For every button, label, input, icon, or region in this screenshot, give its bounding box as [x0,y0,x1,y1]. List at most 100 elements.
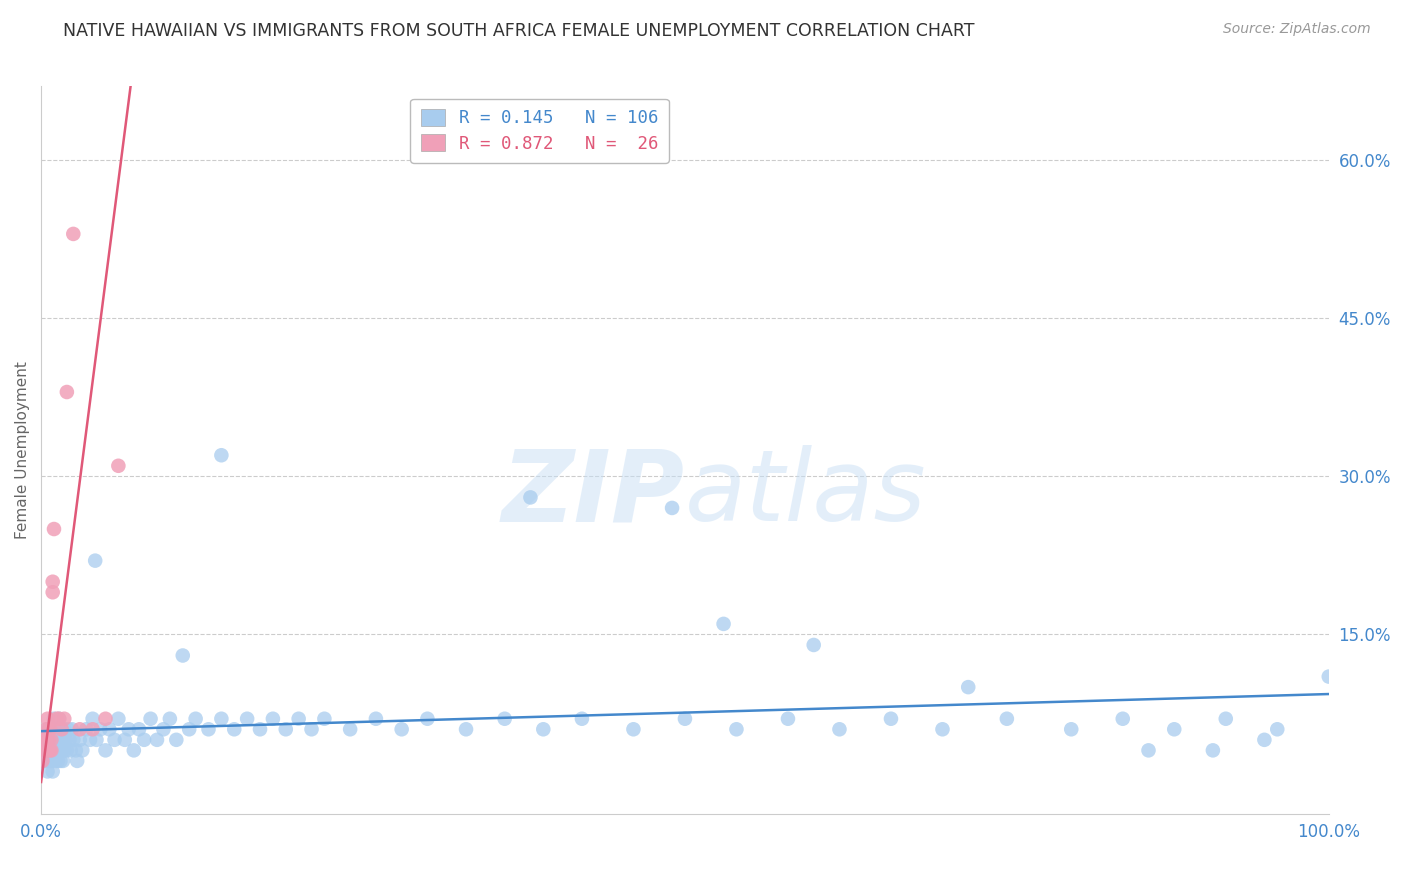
Point [339,723,361,737]
Point [224,723,246,737]
Point [32,743,55,757]
Point [1265,723,1288,737]
Point [262,712,284,726]
Point [209,712,232,726]
Point [79,732,101,747]
Point [1253,732,1275,747]
Point [60,723,83,737]
Point [661,500,683,515]
Point [52,754,75,768]
Point [41,754,63,768]
Text: atlas: atlas [685,445,927,542]
Point [165,732,187,747]
Point [35,732,58,747]
Text: NATIVE HAWAIIAN VS IMMIGRANTS FROM SOUTH AFRICA FEMALE UNEMPLOYMENT CORRELATION : NATIVE HAWAIIAN VS IMMIGRANTS FROM SOUTH… [63,22,974,40]
Point [37,743,59,757]
Point [41,585,63,599]
Point [53,743,76,757]
Point [41,732,63,747]
Point [1215,712,1237,726]
Point [1202,743,1225,757]
Point [880,712,903,726]
Point [62,227,84,241]
Point [39,723,62,737]
Point [134,732,156,747]
Point [38,732,60,747]
Point [48,712,70,726]
Point [41,764,63,779]
Point [301,723,323,737]
Point [39,723,62,737]
Point [35,723,58,737]
Point [53,712,76,726]
Point [45,712,67,726]
Point [38,723,60,737]
Y-axis label: Female Unemployment: Female Unemployment [15,361,30,539]
Point [84,554,107,568]
Point [103,732,125,747]
Point [69,732,91,747]
Point [44,754,66,768]
Point [152,723,174,737]
Point [1317,669,1340,683]
Point [42,712,65,726]
Point [416,712,439,726]
Point [49,732,72,747]
Point [39,743,62,757]
Point [42,522,65,536]
Point [37,712,59,726]
Point [623,723,645,737]
Point [56,384,79,399]
Point [931,723,953,737]
Point [287,712,309,726]
Point [184,712,207,726]
Point [58,732,80,747]
Point [94,712,117,726]
Point [41,574,63,589]
Point [37,764,59,779]
Point [139,712,162,726]
Point [51,723,73,737]
Point [72,743,94,757]
Point [34,743,56,757]
Point [49,754,72,768]
Point [209,448,232,462]
Point [98,723,121,737]
Point [37,723,59,737]
Point [44,732,66,747]
Point [494,712,516,726]
Point [159,712,181,726]
Point [45,743,67,757]
Text: Source: ZipAtlas.com: Source: ZipAtlas.com [1223,22,1371,37]
Point [236,712,259,726]
Point [107,458,129,473]
Point [53,723,76,737]
Point [122,743,145,757]
Point [314,712,336,726]
Point [107,712,129,726]
Point [38,754,60,768]
Point [66,754,89,768]
Point [39,743,62,757]
Point [391,723,413,737]
Point [957,680,980,694]
Point [59,743,82,757]
Point [118,723,141,737]
Point [1163,723,1185,737]
Point [31,754,53,768]
Point [82,723,104,737]
Point [42,743,65,757]
Point [114,732,136,747]
Point [128,723,150,737]
Point [46,732,69,747]
Point [197,723,219,737]
Point [46,754,69,768]
Point [713,616,735,631]
Point [52,732,75,747]
Point [673,712,696,726]
Point [179,723,201,737]
Point [249,723,271,737]
Point [519,491,541,505]
Point [828,723,851,737]
Point [38,732,60,747]
